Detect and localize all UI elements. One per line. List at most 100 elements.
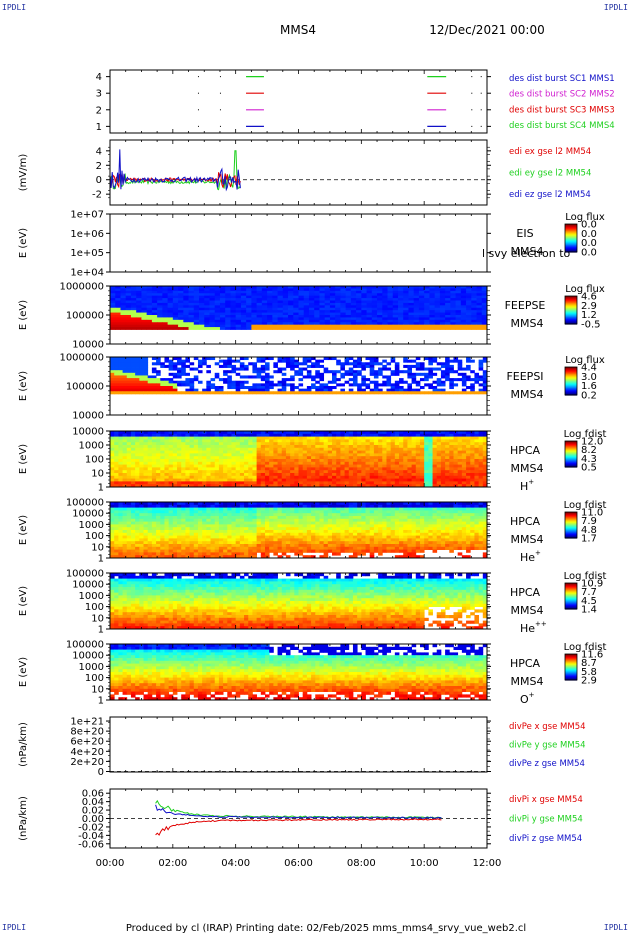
hpca_h-cell — [210, 475, 216, 479]
feepse-cell — [240, 312, 247, 316]
feepse-cell — [324, 327, 331, 330]
hpca_h-cell — [185, 484, 190, 488]
hpca_h-cell — [151, 450, 157, 454]
hpca_h-cell — [172, 475, 178, 479]
feepse-cell — [397, 319, 404, 323]
hpca_h-colorbar-cell — [565, 452, 577, 455]
hpca_h-cell — [122, 453, 128, 457]
feepse-cell — [392, 293, 399, 297]
hpca_h-cell — [323, 442, 329, 446]
feepse-cell — [246, 288, 252, 292]
feepsi-cell — [110, 370, 115, 374]
feepse-cell — [157, 288, 163, 292]
hpca_h-cell — [210, 467, 216, 471]
hpca_he-cell — [394, 504, 400, 508]
feepse-cell — [209, 286, 216, 289]
hpca_h-cell — [118, 473, 123, 477]
feepsi-cell — [461, 378, 467, 382]
hpca_h-cell — [357, 478, 362, 482]
feepse-cell — [209, 305, 216, 309]
feepse-cell — [455, 293, 462, 297]
hpca_h-cell — [185, 431, 190, 435]
hpca_h-cell — [218, 459, 224, 463]
hpca_h-cell — [147, 447, 153, 451]
feepse-cell — [120, 295, 127, 299]
hpca_h-cell — [277, 445, 283, 449]
feepse-cell — [293, 322, 299, 326]
feepse-cell — [371, 319, 378, 323]
hpca_he-cell — [156, 516, 161, 520]
feepse-cell — [261, 322, 268, 326]
feepsi-cell — [156, 362, 161, 366]
hpca_h-cell — [373, 470, 379, 474]
feepsi-cell — [273, 364, 278, 368]
hpca_he-cell — [156, 513, 161, 517]
feepse-cell — [219, 298, 226, 301]
hpca_h-cell — [231, 461, 237, 465]
hpca_h-cell — [277, 478, 283, 482]
feepsi-cell — [135, 378, 140, 382]
hpca_he-cell — [206, 504, 211, 508]
hpca_he-cell — [256, 507, 262, 511]
feepse-cell — [476, 305, 483, 309]
hpca_h-cell — [177, 475, 182, 479]
hpca_he-cell — [189, 507, 195, 511]
feepsi-cell — [143, 378, 149, 382]
feepse-cell — [329, 327, 336, 330]
hpca_he-cell — [378, 510, 383, 514]
hpca_h-cell — [164, 467, 170, 471]
hpca_h-cell — [436, 481, 442, 485]
hpca_he-cell — [411, 502, 417, 506]
hpca_he-cell — [248, 513, 253, 517]
feepse-cell — [350, 302, 357, 306]
hpca_h-cell — [264, 439, 270, 443]
feepse-cell — [256, 312, 263, 316]
feepsi-cell — [264, 362, 270, 366]
feepse-cell — [413, 305, 420, 309]
feepsi-cell — [177, 370, 182, 374]
feepsi-cell — [160, 386, 165, 390]
hpca_h-cell — [432, 431, 438, 435]
hpca_h-cell — [285, 481, 291, 485]
feepse-cell — [188, 310, 195, 313]
feepsi-cell — [135, 386, 140, 390]
hpca_h-cell — [285, 442, 291, 446]
feepsi-cell — [139, 383, 144, 387]
hpca_h-cell — [193, 475, 199, 479]
hpca_he-cell — [248, 502, 253, 506]
feepse-colorbar-cell — [565, 310, 577, 312]
feepse-cell — [193, 307, 200, 311]
hpca_h-cell — [419, 433, 425, 437]
eis-colorbar-cell — [565, 236, 577, 239]
hpca_he-cell — [449, 510, 454, 514]
feepsi-cell — [474, 391, 480, 395]
feepse-cell — [329, 315, 336, 318]
hpca_h-cell — [466, 459, 471, 463]
hpca_h-cell — [319, 450, 325, 454]
feepse-cell — [471, 310, 477, 313]
hpca_h-cell — [156, 456, 161, 460]
hpca_h-cell — [357, 470, 362, 474]
hpca_h-cell — [227, 478, 232, 482]
hpca_he-cell — [390, 510, 396, 514]
hpca_h-cell — [227, 453, 232, 457]
feepse-cell — [288, 327, 294, 330]
hpca_h-cell — [126, 484, 132, 488]
hpca_h-cell — [394, 433, 400, 437]
hpca_h-cell — [436, 459, 442, 463]
feepsi-cell — [206, 380, 211, 384]
hpca_h-cell — [315, 445, 320, 449]
hpca_he-cell — [332, 507, 337, 511]
feepsi-cell — [415, 364, 421, 368]
hpca_h-cell — [168, 470, 174, 474]
eis-colorbar-tick-label: 0.0 — [581, 248, 597, 259]
hpca_h-cell — [449, 447, 454, 451]
feepse-cell — [204, 305, 210, 309]
hpca_h-cell — [440, 478, 446, 482]
feepsi-cell — [428, 372, 433, 376]
hpca_he-cell — [252, 504, 258, 508]
hpca_h-cell — [478, 442, 484, 446]
feepse-cell — [303, 315, 310, 318]
hpca_h-cell — [135, 431, 140, 435]
